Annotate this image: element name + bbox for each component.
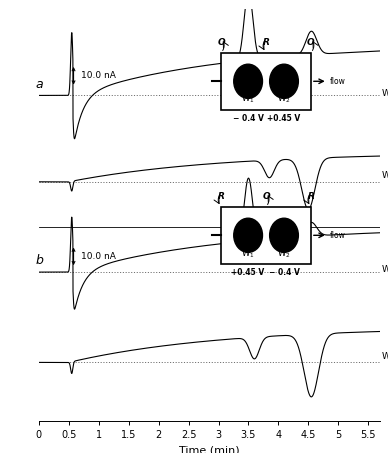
Text: W$_2$: W$_2$ — [277, 247, 291, 260]
Text: 10.0 nA: 10.0 nA — [81, 252, 116, 261]
Text: O: O — [217, 38, 225, 47]
Text: W$_2$: W$_2$ — [277, 93, 291, 106]
Text: R: R — [307, 192, 314, 201]
Circle shape — [270, 218, 298, 252]
Text: flow: flow — [329, 77, 345, 86]
Text: W$_1$: W$_1$ — [241, 247, 255, 260]
Text: W$_2$: W$_2$ — [381, 87, 388, 100]
Text: +0.45 V: +0.45 V — [267, 114, 301, 123]
X-axis label: Time (min): Time (min) — [179, 446, 240, 453]
Text: − 0.4 V: − 0.4 V — [233, 114, 263, 123]
Text: 10.0 nA: 10.0 nA — [81, 71, 116, 80]
Text: W$_2$: W$_2$ — [381, 350, 388, 363]
Circle shape — [234, 64, 262, 98]
Text: +0.45 V: +0.45 V — [232, 268, 265, 277]
FancyBboxPatch shape — [221, 53, 311, 110]
FancyBboxPatch shape — [221, 207, 311, 264]
Text: W$_1$: W$_1$ — [381, 170, 388, 182]
Text: R: R — [263, 38, 270, 47]
Text: O: O — [262, 192, 270, 201]
Circle shape — [270, 64, 298, 98]
Text: b: b — [36, 254, 44, 267]
Text: O: O — [307, 38, 315, 47]
Text: flow: flow — [329, 231, 345, 240]
Text: R: R — [218, 192, 225, 201]
Text: − 0.4 V: − 0.4 V — [268, 268, 300, 277]
Text: W$_1$: W$_1$ — [381, 264, 388, 276]
Text: W$_1$: W$_1$ — [241, 93, 255, 106]
Circle shape — [234, 218, 262, 252]
Text: a: a — [36, 77, 43, 91]
